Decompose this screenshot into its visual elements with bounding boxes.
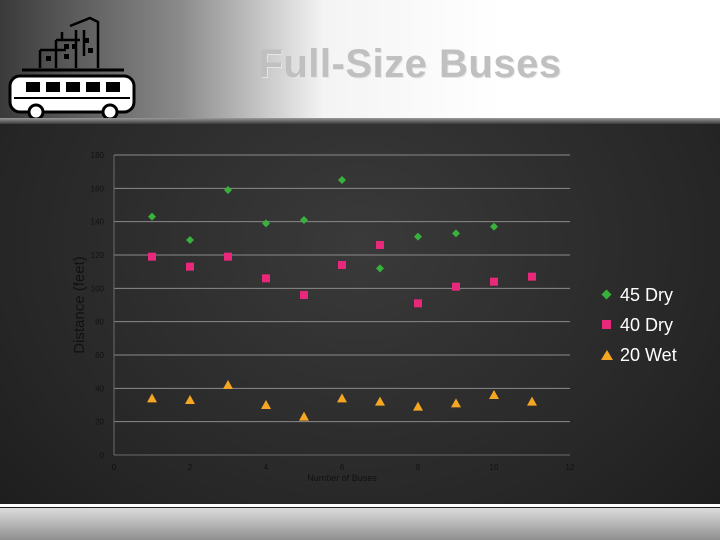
chart-legend: 45 Dry 40 Dry 20 Wet [600,280,677,370]
y-tick-label-20: 20 [95,418,104,427]
x-tick-label-10: 10 [490,463,499,472]
data-point-20-wet-3 [223,380,233,389]
header-divider [0,118,720,124]
data-point-45-dry-10 [490,222,498,231]
data-point-40-dry-3 [224,252,232,261]
legend-item-20-wet: 20 Wet [600,340,677,370]
legend-label: 40 Dry [620,314,674,335]
data-point-40-dry-9 [452,282,460,291]
data-point-40-dry-2 [186,262,194,271]
y-tick-label-180: 180 [91,151,105,160]
data-point-20-wet-11 [527,396,537,406]
data-point-45-dry-2 [186,236,194,244]
y-tick-label-60: 60 [95,351,104,360]
legend-label: 45 Dry [620,284,674,305]
data-point-20-wet-1 [147,393,157,403]
slide-title: Full-Size Buses [258,42,562,86]
y-axis-label: Distance (feet) [71,256,88,354]
y-tick-label-40: 40 [95,384,104,393]
x-tick-label-8: 8 [416,463,421,472]
data-point-45-dry-7 [376,264,384,273]
series-45-dry [148,176,498,273]
data-point-20-wet-2 [185,395,195,404]
data-point-20-wet-6 [337,393,347,403]
footer-band [0,508,720,540]
data-point-20-wet-4 [261,400,271,409]
chart-points [147,176,537,421]
data-point-40-dry-11 [528,272,536,281]
data-point-40-dry-6 [338,261,346,269]
x-tick-label-4: 4 [264,463,269,472]
series-20-wet [147,380,537,421]
square-marker-icon [600,318,614,332]
data-point-20-wet-8 [413,401,423,411]
data-point-45-dry-4 [262,219,270,228]
data-point-20-wet-5 [299,411,309,421]
data-point-45-dry-5 [300,216,308,224]
y-tick-label-160: 160 [91,184,105,193]
y-tick-label-120: 120 [91,251,105,260]
chart-tick-labels: 0 20 40 60 80 100 120 140 160 180 0 2 4 6 8 10 12 [91,151,575,472]
diamond-marker-icon [600,288,614,302]
x-tick-label-6: 6 [340,463,345,472]
data-point-40-dry-10 [490,277,498,286]
chart-axes [113,155,570,456]
x-tick-label-0: 0 [112,463,117,472]
data-point-40-dry-5 [300,291,308,299]
y-tick-label-100: 100 [91,284,105,293]
data-point-40-dry-7 [376,241,384,249]
y-tick-label-80: 80 [95,318,104,327]
x-tick-label-12: 12 [566,463,575,472]
x-tick-label-2: 2 [188,463,193,472]
data-point-20-wet-10 [489,390,499,399]
triangle-marker-icon [600,348,614,362]
legend-item-40-dry: 40 Dry [600,310,677,340]
data-point-45-dry-6 [338,176,346,184]
x-axis-label: Number of Buses [307,473,377,483]
legend-item-45-dry: 45 Dry [600,280,677,310]
data-point-20-wet-9 [451,398,461,408]
chart-grid [114,154,570,423]
y-tick-label-140: 140 [91,218,105,227]
legend-label: 20 Wet [620,344,677,365]
footer-divider [0,504,720,507]
data-point-45-dry-3 [224,186,232,194]
data-point-40-dry-1 [148,252,156,261]
data-point-40-dry-8 [414,299,422,308]
y-tick-label-0: 0 [100,451,105,460]
data-point-45-dry-9 [452,229,460,238]
data-point-20-wet-7 [375,396,385,406]
data-point-45-dry-1 [148,212,156,221]
series-40-dry [148,241,536,308]
bus-icon [8,16,136,118]
data-point-40-dry-4 [262,274,270,283]
data-point-45-dry-8 [414,232,422,241]
